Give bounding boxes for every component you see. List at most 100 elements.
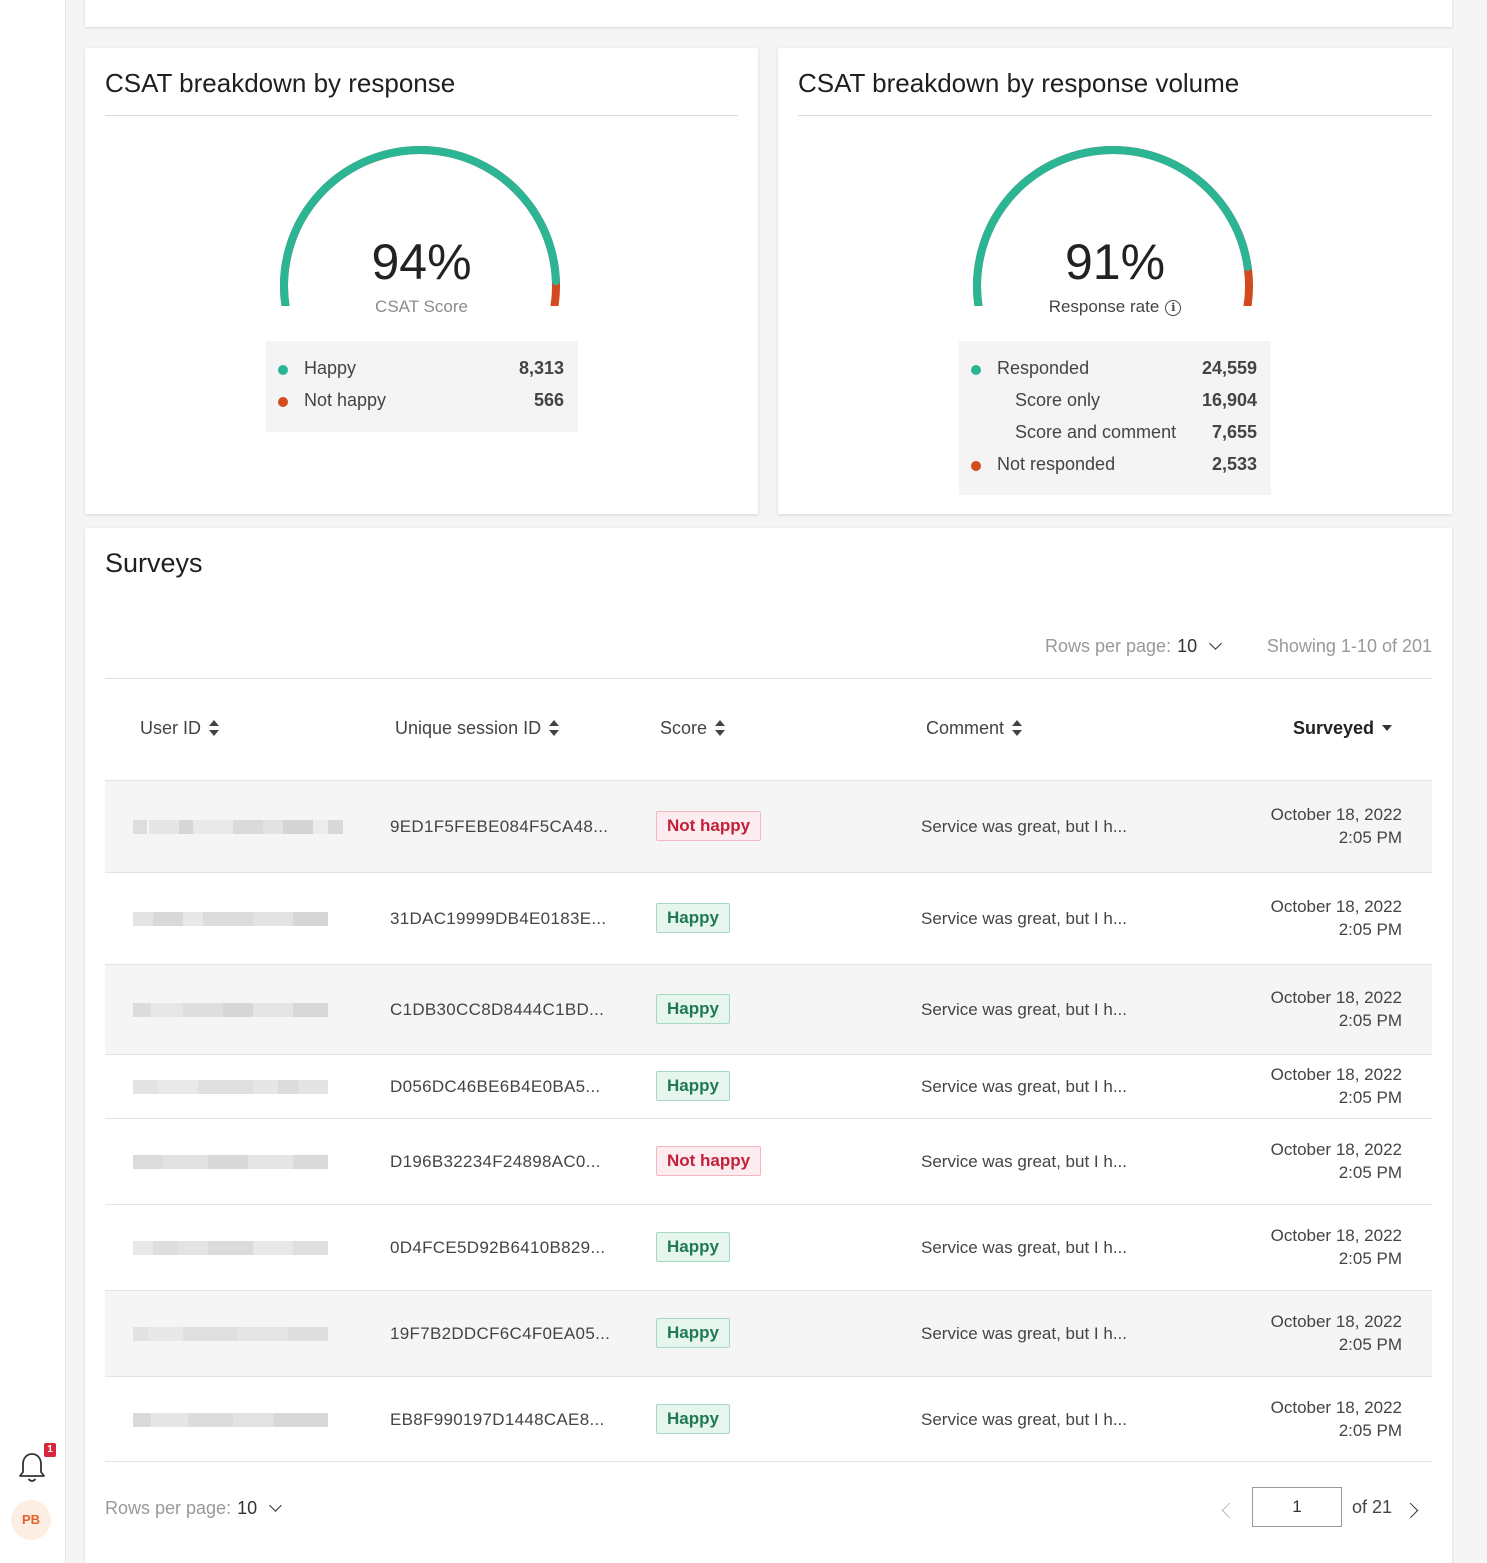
comment: Service was great, but I h...	[921, 1238, 1127, 1257]
top-card	[85, 0, 1452, 27]
redacted-pixel-block	[288, 1327, 328, 1341]
col-label: Unique session ID	[395, 718, 542, 738]
score-badge: Not happy	[656, 811, 762, 841]
date: October 18, 2022	[1270, 1226, 1402, 1245]
redacted-pixel-block	[158, 1080, 198, 1094]
legend-label: Score only	[1015, 390, 1101, 410]
time: 2:05 PM	[1338, 1249, 1402, 1268]
gauge-value: 91%	[1064, 234, 1166, 290]
csat-volume-card: CSAT breakdown by response volume 91% Re…	[778, 48, 1452, 514]
legend-value: 24,559	[1201, 358, 1257, 378]
redacted-pixel-block	[293, 912, 328, 926]
table-row[interactable]: 19F7B2DDCF6C4F0EA05... Happy Service was g…	[105, 1290, 1432, 1376]
col-session-id[interactable]: Unique session ID	[395, 718, 560, 739]
col-surveyed[interactable]: Surveyed	[1293, 718, 1392, 739]
table-row[interactable]: 9ED1F5FEBE084F5CA48... Not happy Service w…	[105, 780, 1432, 872]
legend-value: 16,904	[1201, 390, 1257, 410]
legend-item-score-only: Score only 16,904	[971, 387, 1257, 419]
score-badge: Happy	[656, 1071, 730, 1101]
rows-per-page-label: Rows per page:	[1045, 636, 1172, 656]
gauge-label-text: Response rate	[1048, 297, 1160, 316]
page-number-input[interactable]	[1252, 1487, 1342, 1527]
redacted-pixel-block	[233, 820, 263, 834]
user-id-redacted	[133, 1317, 345, 1351]
surveyed-date: October 18, 2022 2:05 PM	[1271, 986, 1402, 1032]
rows-per-page-label: Rows per page:	[105, 1498, 232, 1518]
score-cell: Happy	[656, 903, 730, 933]
redacted-pixel-block	[153, 1241, 178, 1255]
comment: Service was great, but I h...	[921, 1077, 1127, 1096]
prev-page-icon[interactable]	[1218, 1500, 1238, 1520]
session-id: 0D4FCE5D92B6410B829...	[390, 1238, 606, 1257]
redacted-pixel-block	[151, 1412, 188, 1427]
user-id-redacted	[133, 1231, 345, 1265]
user-avatar[interactable]: PB	[11, 1500, 51, 1540]
table-row[interactable]: D196B32234F24898AC0... Not happy Service w…	[105, 1118, 1432, 1204]
rows-per-page-value: 10	[237, 1498, 258, 1518]
score-badge: Happy	[656, 1403, 730, 1434]
redacted-pixel-block	[253, 912, 293, 926]
col-comment[interactable]: Comment	[926, 718, 1023, 739]
session-id: 19F7B2DDCF6C4F0EA05...	[390, 1324, 611, 1343]
notification-badge: 1	[44, 1443, 56, 1457]
table-row[interactable]: 31DAC19999DB4E0183E... Happy Service was g…	[105, 872, 1432, 964]
gauge-fill	[973, 146, 1252, 306]
sort-icon	[715, 720, 726, 736]
not-responded-dot-icon	[971, 461, 981, 471]
table-row[interactable]: 0D4FCE5D92B6410B829... Happy Service was g…	[105, 1204, 1432, 1290]
redacted-pixel-block	[253, 1003, 293, 1017]
redacted-pixel-block	[208, 1241, 253, 1255]
rows-per-page-select[interactable]: Rows per page: 10	[1045, 636, 1222, 657]
score-badge: Happy	[656, 994, 730, 1024]
table-row[interactable]: EB8F990197D1448CAE8... Happy Service was g…	[105, 1376, 1432, 1461]
col-user-id[interactable]: User ID	[140, 718, 220, 739]
legend-item-not-happy: Not happy 566	[278, 387, 564, 419]
redacted-pixel-block	[293, 1003, 328, 1017]
rows-per-page-select-bottom[interactable]: Rows per page: 10	[105, 1498, 282, 1519]
redacted-pixel-block	[148, 1327, 183, 1341]
redacted-pixel-block	[153, 912, 183, 926]
redacted-pixel-block	[183, 1327, 238, 1341]
redacted-pixel-block	[253, 1080, 278, 1094]
session-id: 31DAC19999DB4E0183E...	[390, 909, 607, 928]
info-icon[interactable]: i	[1165, 300, 1182, 316]
time: 2:05 PM	[1338, 828, 1402, 847]
score-badge: Happy	[656, 1232, 730, 1262]
gauge-label: CSAT Score	[375, 297, 468, 316]
redacted-pixel-block	[133, 1080, 158, 1094]
redacted-pixel-block	[188, 1412, 233, 1427]
redacted-pixel-block	[133, 912, 153, 926]
chevron-down-icon	[1209, 637, 1222, 650]
surveys-title: Surveys	[105, 548, 203, 578]
legend-item-happy: Happy 8,313	[278, 355, 564, 387]
time: 2:05 PM	[1338, 920, 1402, 939]
table-row[interactable]: D056DC46BE6B4E0BA5... Happy Service was gr…	[105, 1054, 1432, 1118]
redacted-pixel-block	[273, 1412, 328, 1427]
legend-label: Not happy	[304, 390, 387, 410]
surveyed-date: October 18, 2022 2:05 PM	[1271, 895, 1402, 941]
rows-per-page-value: 10	[1177, 636, 1198, 656]
redacted-pixel-block	[283, 820, 313, 834]
redacted-pixel-block	[208, 1155, 248, 1169]
csat-gauge	[280, 146, 560, 306]
col-label: Comment	[926, 718, 1005, 738]
redacted-pixel-block	[238, 1327, 288, 1341]
session-id: EB8F990197D1448CAE8...	[390, 1409, 605, 1429]
user-id-redacted	[133, 1145, 345, 1179]
surveyed-date: October 18, 2022 2:05 PM	[1271, 1310, 1402, 1356]
comment: Service was great, but I h...	[921, 1152, 1127, 1171]
redacted-pixel-block	[178, 1241, 208, 1255]
time: 2:05 PM	[1338, 1088, 1402, 1107]
date: October 18, 2022	[1270, 1065, 1402, 1084]
happy-dot-icon	[278, 365, 288, 375]
comment: Service was great, but I h...	[921, 1000, 1127, 1019]
time: 2:05 PM	[1338, 1420, 1402, 1440]
col-score[interactable]: Score	[660, 718, 726, 739]
bell-icon[interactable]	[16, 1450, 48, 1484]
table-row[interactable]: C1DB30CC8D8444C1BD... Happy Service was gr…	[105, 964, 1432, 1054]
legend-value: 7,655	[1211, 422, 1257, 442]
score-cell: Happy	[656, 1232, 730, 1262]
surveyed-date: October 18, 2022 2:05 PM	[1271, 1224, 1402, 1270]
next-page-icon[interactable]	[1405, 1500, 1425, 1520]
legend-item-score-and-comment: Score and comment 7,655	[971, 419, 1257, 451]
